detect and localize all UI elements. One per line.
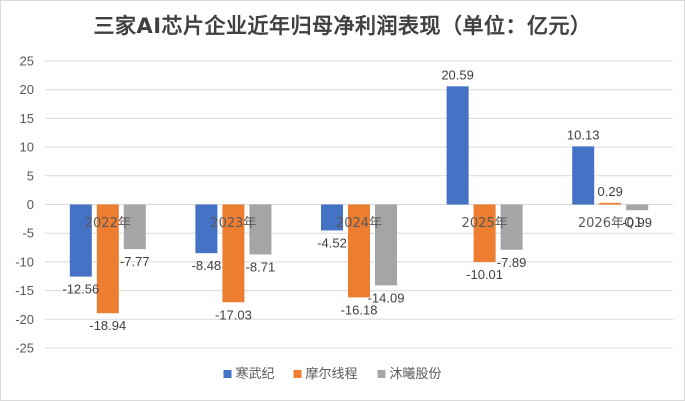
data-label: -16.18 <box>341 302 378 317</box>
chart-title: 三家AI芯片企业近年归母净利润表现（单位：亿元） <box>93 14 592 38</box>
legend-label: 沐曦股份 <box>390 366 442 382</box>
category-labels: 2022年 2023年 2024年 2025年 2026年Q1 <box>85 216 643 231</box>
data-label: -7.89 <box>497 255 527 270</box>
y-tick-label: -10 <box>15 254 34 269</box>
y-tick-label: -15 <box>15 283 34 298</box>
y-tick-label: 0 <box>27 197 34 212</box>
y-tick-label: 15 <box>20 111 34 126</box>
legend-label: 寒武纪 <box>236 366 275 382</box>
bar <box>446 86 469 205</box>
bar <box>626 204 649 211</box>
bar <box>473 204 496 262</box>
data-label: 0.29 <box>598 184 623 199</box>
bar <box>96 204 119 314</box>
bar <box>195 204 218 254</box>
y-tick-label: -25 <box>15 341 34 356</box>
bar <box>500 204 523 250</box>
bar <box>249 204 272 255</box>
data-label: -8.71 <box>246 259 276 274</box>
legend-label: 摩尔线程 <box>306 366 358 382</box>
bars <box>69 86 649 314</box>
data-label: -10.01 <box>466 267 503 282</box>
category-label: 2022年 <box>85 216 131 231</box>
data-label: 10.13 <box>567 127 600 142</box>
data-label: 20.59 <box>441 67 474 82</box>
bar <box>69 204 92 277</box>
y-tick-label: 5 <box>27 168 34 183</box>
legend-swatch <box>223 370 232 378</box>
data-label: -0.99 <box>622 215 652 230</box>
y-tick-label: -20 <box>15 312 34 327</box>
bar <box>375 204 397 286</box>
bar <box>572 146 595 205</box>
bar <box>222 204 245 303</box>
data-label: -8.48 <box>192 258 222 273</box>
bar <box>599 202 622 205</box>
y-tick-label: 20 <box>20 82 34 97</box>
legend-swatch <box>293 370 302 378</box>
data-label: -14.09 <box>368 290 405 305</box>
data-label: -12.56 <box>62 282 99 297</box>
data-label: -17.03 <box>215 307 252 322</box>
bar <box>123 204 146 250</box>
category-label: 2025年 <box>462 216 508 231</box>
category-label: 2026年Q1 <box>578 216 643 231</box>
legend-swatch <box>377 370 386 378</box>
data-label: -18.94 <box>89 318 126 333</box>
y-tick-label: -5 <box>22 226 34 241</box>
data-label: -4.52 <box>317 235 347 250</box>
bar <box>348 204 370 298</box>
category-label: 2024年 <box>336 216 382 231</box>
y-tick-label: 25 <box>20 54 34 69</box>
data-labels: -12.56 -18.94 -7.77 -8.48 -17.03 -8.71 -4.52 -1… <box>62 67 652 333</box>
legend: 寒武纪 摩尔线程 沐曦股份 <box>223 366 442 382</box>
bar <box>321 204 343 231</box>
data-label: -7.77 <box>120 254 150 269</box>
category-label: 2023年 <box>210 216 256 231</box>
y-tick-label: 10 <box>20 140 34 155</box>
y-axis-ticks: 25 20 15 10 5 0 -5 -10 -15 -20 -25 <box>15 54 34 356</box>
